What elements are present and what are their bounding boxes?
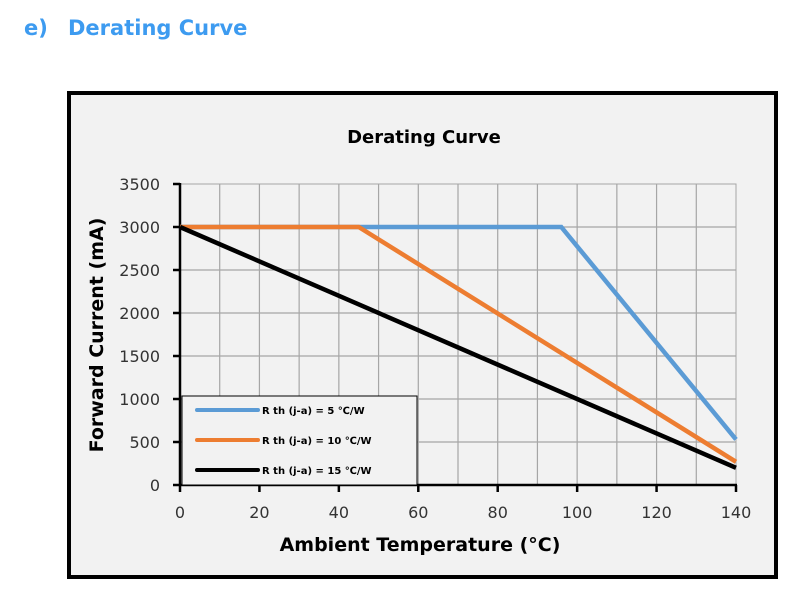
x-tick-label: 100 <box>562 503 593 522</box>
legend-label-2: R th (j-a) = 10 ℃/W <box>262 436 372 447</box>
section-number: e) <box>24 16 48 40</box>
y-tick-label: 0 <box>150 476 160 495</box>
y-tick-label: 3000 <box>119 218 160 237</box>
y-tick-label: 2500 <box>119 261 160 280</box>
y-tick-label: 3500 <box>119 175 160 194</box>
x-axis-label: Ambient Temperature (°C) <box>280 534 561 556</box>
x-tick-label: 0 <box>175 503 185 522</box>
series-lines <box>179 224 738 470</box>
legend-label-3: R th (j-a) = 15 ℃/W <box>262 466 372 477</box>
y-tick-label: 1500 <box>119 347 160 366</box>
x-tick-label: 60 <box>408 503 428 522</box>
legend: R th (j-a) = 5 ℃/W R th (j-a) = 10 ℃/W R t… <box>181 395 418 486</box>
x-tick-label: 40 <box>329 503 349 522</box>
y-axis-label: Forward Current (mA) <box>86 218 108 453</box>
section-title: Derating Curve <box>68 16 248 40</box>
y-tick-label: 1000 <box>119 390 160 409</box>
x-tick-label: 80 <box>488 503 508 522</box>
y-tick-label: 2000 <box>119 304 160 323</box>
series-line-2 <box>180 224 738 464</box>
x-tick-label: 140 <box>721 503 752 522</box>
x-tick-label: 120 <box>641 503 672 522</box>
series-line-3 <box>179 224 737 470</box>
section-heading: e) Derating Curve <box>24 16 247 40</box>
x-tick-label: 20 <box>249 503 269 522</box>
chart-title: Derating Curve <box>347 127 501 148</box>
legend-label-1: R th (j-a) = 5 ℃/W <box>262 406 365 417</box>
y-tick-label: 500 <box>129 433 160 452</box>
